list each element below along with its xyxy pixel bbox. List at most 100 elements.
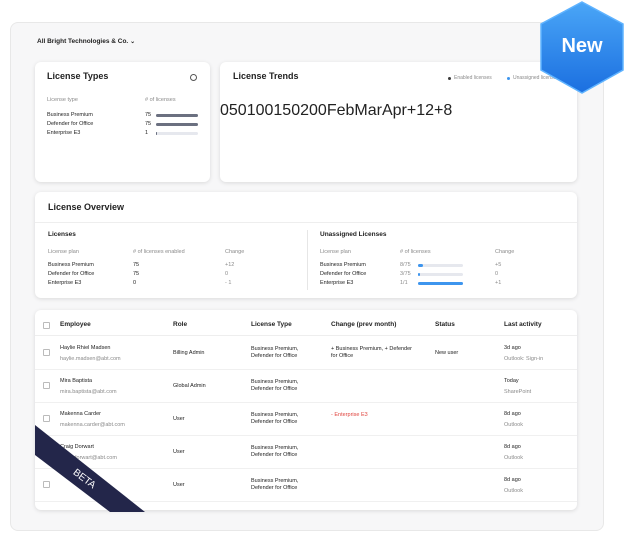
plan-name: Business Premium xyxy=(48,262,94,268)
column-header: # of licenses xyxy=(145,97,176,103)
last-activity: Today xyxy=(504,378,519,384)
plan-name: Enterprise E3 xyxy=(48,280,82,286)
change: +5 xyxy=(495,262,502,268)
change: +1 xyxy=(495,280,502,286)
checkbox[interactable] xyxy=(43,382,50,389)
change: +12 xyxy=(225,262,235,268)
divider xyxy=(35,468,577,469)
license-trends-card: License Trends Enabled licenses Unassigne… xyxy=(220,62,577,182)
section-title: Unassigned Licenses xyxy=(320,231,387,238)
column-header[interactable]: Last activity xyxy=(504,321,542,328)
activity-detail: SharePoint xyxy=(504,389,532,395)
employee-email: haylie.madsen@abt.com xyxy=(60,356,121,362)
column-header[interactable]: Employee xyxy=(60,321,91,328)
column-header[interactable]: License Type xyxy=(251,321,292,328)
license-type: Business Premium, Defender for Office xyxy=(251,379,299,392)
last-activity: 8d ago xyxy=(504,477,521,483)
role: Billing Admin xyxy=(173,350,205,356)
license-name: Defender for Office xyxy=(47,121,94,127)
license-name: Business Premium xyxy=(47,112,93,118)
employee-email: makenna.carder@abt.com xyxy=(60,422,125,428)
card-title: License Overview xyxy=(48,202,125,212)
checkbox[interactable] xyxy=(43,415,50,422)
y-tick-label: 100 xyxy=(246,102,274,119)
license-name: Enterprise E3 xyxy=(47,130,81,136)
card-title: License Types xyxy=(47,71,109,81)
divider xyxy=(35,222,577,223)
org-selector[interactable]: All Bright Technologies & Co. ⌄ xyxy=(37,38,135,46)
column-header[interactable]: Role xyxy=(173,321,188,328)
employee-name: Haylie Rhiel Madsen xyxy=(60,345,111,351)
change: 0 xyxy=(225,271,229,277)
change: 0 xyxy=(495,271,499,277)
column-header: License plan xyxy=(320,249,351,255)
change: - 1 xyxy=(225,280,232,286)
column-header: License type xyxy=(47,97,78,103)
y-tick-label: 0 xyxy=(220,102,229,119)
y-tick-label: 150 xyxy=(273,102,301,119)
license-count: 75 xyxy=(133,262,140,268)
legend-dot xyxy=(448,77,451,80)
divider xyxy=(35,402,577,403)
employee-name: Makenna Carder xyxy=(60,411,101,417)
org-name[interactable]: All Bright Technologies & Co. xyxy=(37,38,129,45)
legend-dot xyxy=(507,77,510,80)
legend-label: Enabled licenses xyxy=(454,75,492,81)
license-fraction: 3/75 xyxy=(400,271,411,277)
bar-track xyxy=(156,132,198,135)
divider xyxy=(35,501,577,502)
license-change: - Enterprise E3 xyxy=(331,412,368,418)
employee-email: craig.dorwart@abt.com xyxy=(60,455,117,461)
divider xyxy=(35,335,577,336)
column-header[interactable]: Change (prev month) xyxy=(331,321,397,328)
status: New user xyxy=(435,350,459,356)
column-header[interactable]: Status xyxy=(435,321,455,328)
unassigned-bar xyxy=(418,273,420,276)
section-title: Licenses xyxy=(48,231,76,238)
checkbox[interactable] xyxy=(43,322,50,329)
plan-name: Defender for Office xyxy=(48,271,95,277)
x-tick-label: Apr xyxy=(381,102,407,119)
new-badge: New xyxy=(540,1,624,94)
ribbon-band xyxy=(35,425,145,512)
settings-icon[interactable] xyxy=(190,74,197,81)
hexagon xyxy=(540,1,624,94)
checkbox[interactable] xyxy=(43,481,50,488)
plan-name: Enterprise E3 xyxy=(320,280,354,286)
license-change: + Business Premium, + Defender for Offic… xyxy=(331,346,413,359)
unassigned-bar xyxy=(418,282,463,285)
activity-detail: Outlook: Sign-in xyxy=(504,356,544,362)
badge-text: New xyxy=(561,35,603,57)
end-label: +12 xyxy=(406,102,434,119)
last-activity: 8d ago xyxy=(504,444,521,450)
role: User xyxy=(173,449,185,455)
license-count: 0 xyxy=(133,280,137,286)
beta-ribbon: BETA xyxy=(35,425,145,512)
column-header: # of licenses xyxy=(400,249,431,255)
license-type: Business Premium, Defender for Office xyxy=(251,346,299,359)
column-header: Change xyxy=(495,249,515,255)
employee-table: Employee Role License Type Change (prev mon… xyxy=(35,310,577,510)
activity-detail: Outlook xyxy=(504,488,523,494)
license-count: 75 xyxy=(133,271,140,277)
column-header: # of licenses enabled xyxy=(133,249,185,255)
chevron: ⌄ xyxy=(130,39,136,45)
license-count: 1 xyxy=(145,130,149,136)
x-tick-label: Feb xyxy=(326,102,355,119)
unassigned-bar xyxy=(418,264,423,267)
employee-email: mira.baptista@abt.com xyxy=(60,389,117,395)
role: User xyxy=(173,416,185,422)
license-fraction: 1/1 xyxy=(400,280,408,286)
license-type: Business Premium, Defender for Office xyxy=(251,412,299,425)
column-header: Change xyxy=(225,249,245,255)
checkbox[interactable] xyxy=(43,349,50,356)
license-count: 75 xyxy=(145,121,152,127)
divider xyxy=(35,435,577,436)
license-type: Business Premium, Defender for Office xyxy=(251,478,299,491)
trend-chart: 050100150200FebMarApr+12+8 xyxy=(220,102,452,120)
activity-detail: Outlook xyxy=(504,455,523,461)
y-tick-label: 200 xyxy=(300,102,327,119)
license-bar xyxy=(156,132,157,135)
employee-name: Craig Dorwart xyxy=(60,444,94,450)
